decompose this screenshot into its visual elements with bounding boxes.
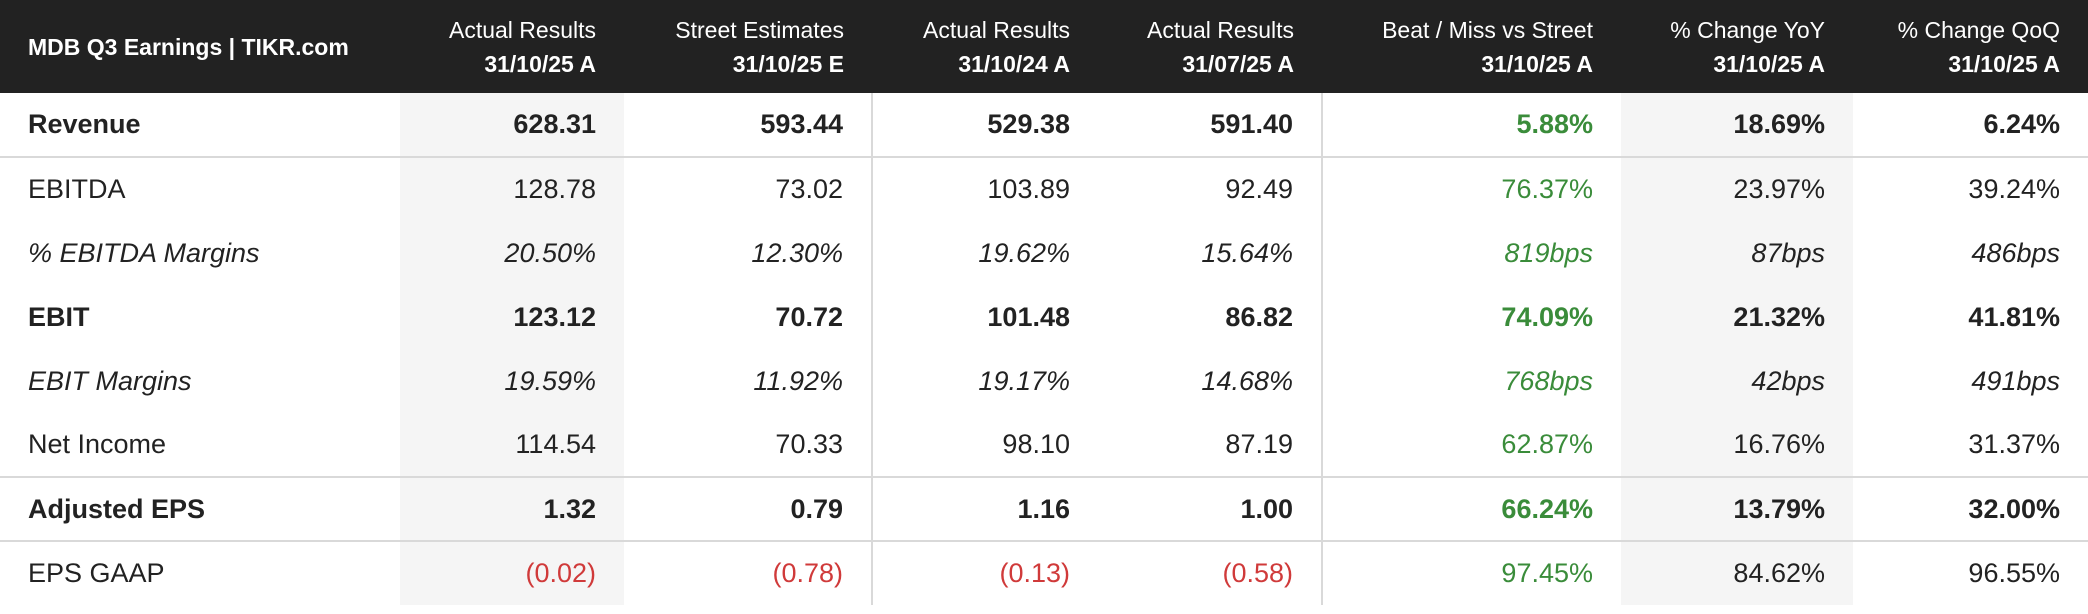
table-row-ebitda: EBITDA 128.78 73.02 103.89 92.49 76.37% … [0, 157, 2088, 221]
table-cell: 1.32 [400, 477, 624, 542]
table-cell: 19.62% [871, 221, 1098, 285]
table-cell: 0.79 [624, 477, 872, 542]
row-label: % EBITDA Margins [28, 237, 260, 268]
table-cell: (0.13) [871, 541, 1098, 605]
table-cell: (0.02) [400, 541, 624, 605]
column-date: 31/10/25 A [1948, 50, 2060, 77]
table-cell: 491bps [1971, 365, 2060, 396]
table-cell: 593.44 [624, 93, 872, 158]
table-title: MDB Q3 Earnings | TIKR.com [28, 33, 349, 60]
row-label: EPS GAAP [28, 558, 165, 588]
table-cell: 529.38 [871, 93, 1098, 158]
column-label: Actual Results [448, 16, 596, 43]
table-cell: 39.24% [1968, 174, 2060, 204]
table-cell: 76.37% [1321, 157, 1621, 221]
column-header-change-qoq: % Change QoQ 31/10/25 A [1853, 0, 2088, 93]
table-row-ebitda-margins: % EBITDA Margins 20.50% 12.30% 19.62% 15… [0, 221, 2088, 285]
column-date: 31/10/25 A [1713, 50, 1825, 77]
table-cell: 1.16 [871, 477, 1098, 542]
column-header-actual-q3-25: Actual Results 31/10/25 A [400, 0, 624, 93]
column-label: % Change QoQ [1897, 16, 2060, 43]
column-header-actual-q3-24: Actual Results 31/10/24 A [872, 0, 1098, 93]
table-cell: 14.68% [1201, 365, 1293, 396]
table-cell: 6.24% [1853, 93, 2088, 158]
column-label: % Change YoY [1670, 16, 1825, 43]
column-label: Actual Results [1146, 16, 1294, 43]
table-cell: 20.50% [400, 221, 624, 285]
table-cell: 62.87% [1321, 413, 1621, 478]
table-cell: 15.64% [1201, 237, 1293, 268]
table-cell: 12.30% [751, 237, 843, 268]
table-cell: 87bps [1621, 221, 1853, 285]
table-cell: 768bps [1321, 349, 1621, 413]
table-row-ebit-margins: EBIT Margins 19.59% 11.92% 19.17% 14.68%… [0, 349, 2088, 413]
table-cell: 5.88% [1321, 93, 1621, 158]
row-label: EBIT [28, 301, 90, 332]
table-cell: 84.62% [1621, 541, 1853, 605]
table-row-ebit: EBIT 123.12 70.72 101.48 86.82 74.09% 21… [0, 285, 2088, 349]
table-row-net-income: Net Income 114.54 70.33 98.10 87.19 62.8… [0, 413, 2088, 478]
table-cell: 66.24% [1321, 477, 1621, 542]
table-cell: 92.49 [1225, 174, 1293, 204]
row-label: EBIT Margins [28, 365, 192, 396]
table-cell: 97.45% [1321, 541, 1621, 605]
row-label: EBITDA [28, 174, 126, 204]
table-cell: (0.78) [772, 558, 843, 588]
table-row-revenue: Revenue 628.31 593.44 529.38 591.40 5.88… [0, 93, 2088, 158]
column-date: 31/10/25 E [732, 50, 844, 77]
column-header-street-estimates: Street Estimates 31/10/25 E [624, 0, 872, 93]
header-row: MDB Q3 Earnings | TIKR.com Actual Result… [0, 0, 2088, 93]
table-cell: 11.92% [753, 365, 843, 396]
column-header-change-yoy: % Change YoY 31/10/25 A [1621, 0, 1853, 93]
table-cell: 486bps [1971, 237, 2060, 268]
row-label: Net Income [0, 413, 400, 478]
table-cell: 74.09% [1321, 285, 1621, 349]
table-cell: 123.12 [400, 285, 624, 349]
table-cell: (0.58) [1222, 558, 1293, 588]
column-date: 31/07/25 A [1182, 50, 1294, 77]
table-cell: 41.81% [1968, 301, 2060, 332]
table-cell: 87.19 [1098, 413, 1322, 478]
table-cell: 86.82 [1225, 301, 1293, 332]
table-cell: 31.37% [1853, 413, 2088, 478]
table-cell: 101.48 [871, 285, 1098, 349]
table-cell: 21.32% [1621, 285, 1853, 349]
table-cell: 103.89 [871, 157, 1098, 221]
column-header-actual-q2-25: Actual Results 31/07/25 A [1098, 0, 1322, 93]
column-date: 31/10/24 A [958, 50, 1070, 77]
column-label: Street Estimates [675, 16, 844, 43]
table-cell: 18.69% [1621, 93, 1853, 158]
table-cell: 128.78 [400, 157, 624, 221]
column-label: Beat / Miss vs Street [1382, 16, 1593, 43]
table-row-eps-gaap: EPS GAAP (0.02) (0.78) (0.13) (0.58) 97.… [0, 541, 2088, 605]
table-cell: 19.17% [871, 349, 1098, 413]
table-cell: 13.79% [1621, 477, 1853, 542]
table-cell: 32.00% [1853, 477, 2088, 542]
row-label: Adjusted EPS [0, 477, 400, 542]
table-row-adjusted-eps: Adjusted EPS 1.32 0.79 1.16 1.00 66.24% … [0, 477, 2088, 542]
table-cell: 73.02 [775, 174, 843, 204]
table-cell: 819bps [1321, 221, 1621, 285]
table-cell: 1.00 [1098, 477, 1322, 542]
column-date: 31/10/25 A [1481, 50, 1593, 77]
table-cell: 70.33 [624, 413, 872, 478]
column-header-beat-miss: Beat / Miss vs Street 31/10/25 A [1322, 0, 1621, 93]
table-cell: 628.31 [400, 93, 624, 158]
table-cell: 16.76% [1621, 413, 1853, 478]
table-cell: 19.59% [400, 349, 624, 413]
column-date: 31/10/25 A [484, 50, 596, 77]
table-cell: 114.54 [400, 413, 624, 478]
table-cell: 96.55% [1968, 558, 2060, 588]
table-cell: 23.97% [1621, 157, 1853, 221]
table-cell: 42bps [1621, 349, 1853, 413]
table-cell: 98.10 [871, 413, 1098, 478]
row-label: Revenue [0, 93, 400, 158]
table-cell: 591.40 [1098, 93, 1322, 158]
table-cell: 70.72 [775, 301, 843, 332]
column-label: Actual Results [922, 16, 1070, 43]
